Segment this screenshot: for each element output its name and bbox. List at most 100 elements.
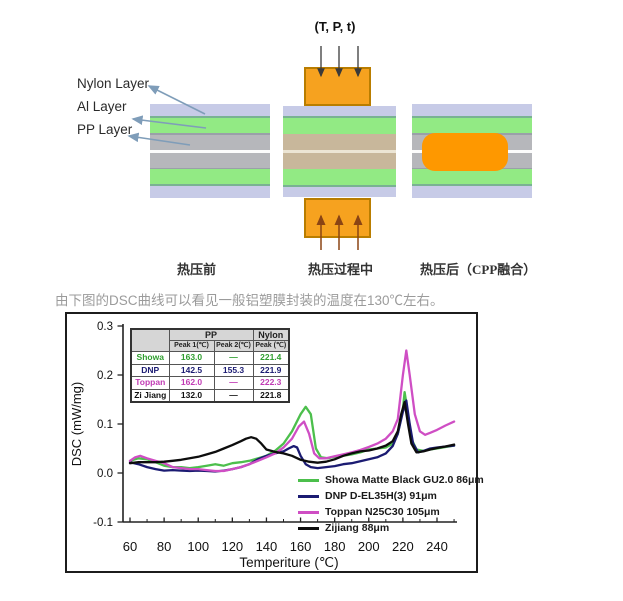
- nylon-layer: [150, 104, 270, 116]
- legend-label: Toppan N25C30 105μm: [325, 506, 440, 518]
- table-row: Zi Jiang 132.0—221.8: [130, 388, 290, 403]
- legend-label: Showa Matte Black GU2.0 86μm: [325, 474, 484, 486]
- table-row: DNP 142.5 155.3 221.9: [130, 363, 290, 377]
- layer-separator: [283, 185, 396, 187]
- table-value-cell: 221.8: [252, 388, 290, 403]
- legend-line-swatch: [298, 494, 319, 498]
- layer-separator: [150, 133, 270, 135]
- layer-separator: [283, 116, 396, 118]
- al-layer-label: Al Layer: [77, 99, 127, 114]
- table-corner-cell: [130, 328, 170, 352]
- table-row: Showa 163.0—221.4: [130, 351, 290, 365]
- caption-before-press: 热压前: [177, 262, 217, 277]
- table-row-label: Zi Jiang: [130, 388, 170, 403]
- dsc-curve: [128, 400, 456, 465]
- x-tick-label: 220: [392, 539, 414, 554]
- table-value-cell: 155.3: [213, 363, 254, 377]
- legend-entry: Showa Matte Black GU2.0 86μm: [298, 472, 484, 488]
- stack-before-press: [150, 104, 270, 198]
- table-value-cell: 132.0: [168, 388, 215, 403]
- legend-line-swatch: [298, 526, 319, 530]
- table-value-cell: 142.5: [168, 363, 215, 377]
- layer-separator: [412, 116, 532, 118]
- table-value-cell: 222.3: [252, 376, 290, 390]
- x-tick-label: 240: [426, 539, 448, 554]
- y-tick-label: 0.1: [97, 419, 113, 431]
- melting-pp-layer: [283, 134, 396, 150]
- peak-temperature-table: PP Nylon Peak 1(℃) Peak 2(℃) Peak (℃) Showa 1…: [130, 328, 290, 403]
- legend-line-swatch: [298, 478, 319, 482]
- table-value-cell: 221.9: [252, 363, 290, 377]
- al-layer: [283, 118, 396, 134]
- al-layer: [150, 118, 270, 133]
- y-axis-label: DSC (mW/mg): [69, 382, 84, 467]
- dsc-plot: Temperiture (℃) DSC (mW/mg) -0.1 0.0 0.1 0.…: [69, 321, 457, 570]
- melting-pp-layer: [283, 153, 396, 169]
- nylon-layer: [412, 104, 532, 116]
- legend-label: DNP D-EL35H(3) 91μm: [325, 490, 437, 502]
- table-value-cell: —: [213, 388, 254, 403]
- table-row-label: Toppan: [130, 376, 170, 390]
- layer-separator: [412, 184, 532, 186]
- cpp-fusion-blob: [422, 133, 508, 171]
- nylon-layer-label: Nylon Layer: [77, 76, 150, 91]
- caption-after-press: 热压后（CPP融合）: [420, 262, 537, 277]
- table-value-cell: —: [213, 376, 254, 390]
- x-axis-label: Temperiture (℃): [239, 555, 338, 570]
- legend-label: Zijiang 88μm: [325, 522, 390, 534]
- al-layer: [283, 169, 396, 185]
- table-row-label: DNP: [130, 363, 170, 377]
- press-block-bottom: [304, 198, 371, 238]
- legend-entry: DNP D-EL35H(3) 91μm: [298, 488, 484, 504]
- y-tick-label: 0.0: [97, 468, 113, 480]
- table-value-cell: 163.0: [168, 351, 215, 365]
- x-tick-label: 80: [157, 539, 171, 554]
- al-layer: [412, 169, 532, 184]
- x-tick-label: 180: [324, 539, 346, 554]
- layer-separator: [150, 116, 270, 118]
- table-group-header: PP: [168, 328, 254, 341]
- layer-separator: [150, 184, 270, 186]
- layer-separator: [150, 167, 270, 169]
- legend-entry: Toppan N25C30 105μm: [298, 504, 484, 520]
- table-sub-header: Peak 1(℃): [168, 340, 215, 352]
- fusion-seam: [283, 150, 396, 153]
- table-value-cell: —: [213, 351, 254, 365]
- table-sub-header: Peak (℃): [252, 340, 290, 352]
- y-tick-label: 0.3: [97, 321, 113, 333]
- x-tick-label: 120: [221, 539, 243, 554]
- al-layer: [150, 169, 270, 184]
- lead-sentence: 由下图的DSC曲线可以看见一般铝塑膜封装的温度在130℃左右。: [55, 293, 444, 308]
- legend-line-swatch: [298, 510, 319, 514]
- y-tick-label: -0.1: [93, 517, 113, 529]
- hot-press-diagram: (T, P, t) Nylon Layer Al Layer PP Layer: [0, 0, 623, 285]
- x-tick-label: 160: [290, 539, 312, 554]
- table-value-cell: 162.0: [168, 376, 215, 390]
- nylon-layer: [283, 187, 396, 197]
- press-block-top: [304, 67, 371, 106]
- stack-after-press: [412, 104, 532, 198]
- dsc-curve: [128, 349, 456, 473]
- table-group-header: Nylon: [252, 328, 290, 341]
- nylon-layer: [412, 186, 532, 198]
- stack-during-press: [283, 106, 396, 197]
- x-tick-label: 60: [123, 539, 137, 554]
- nylon-layer: [283, 106, 396, 116]
- y-tick-label: 0.2: [97, 370, 113, 382]
- nylon-layer: [150, 186, 270, 198]
- x-tick-label: 200: [358, 539, 380, 554]
- x-tick-label: 100: [187, 539, 209, 554]
- dsc-chart: Temperiture (℃) DSC (mW/mg) -0.1 0.0 0.1 0.…: [65, 312, 484, 573]
- table-row: Toppan 162.0—222.3: [130, 376, 290, 390]
- caption-during-press: 热压过程中: [308, 262, 374, 277]
- pp-layer: [150, 152, 270, 168]
- chart-legend: Showa Matte Black GU2.0 86μm DNP D-EL35H(…: [298, 472, 484, 536]
- film-gap: [150, 149, 270, 153]
- pp-layer-label: PP Layer: [77, 122, 133, 137]
- table-row-label: Showa: [130, 351, 170, 365]
- table-sub-header: Peak 2(℃): [213, 340, 254, 352]
- pp-layer: [150, 134, 270, 150]
- x-tick-label: 140: [256, 539, 278, 554]
- press-parameters-label: (T, P, t): [314, 19, 356, 34]
